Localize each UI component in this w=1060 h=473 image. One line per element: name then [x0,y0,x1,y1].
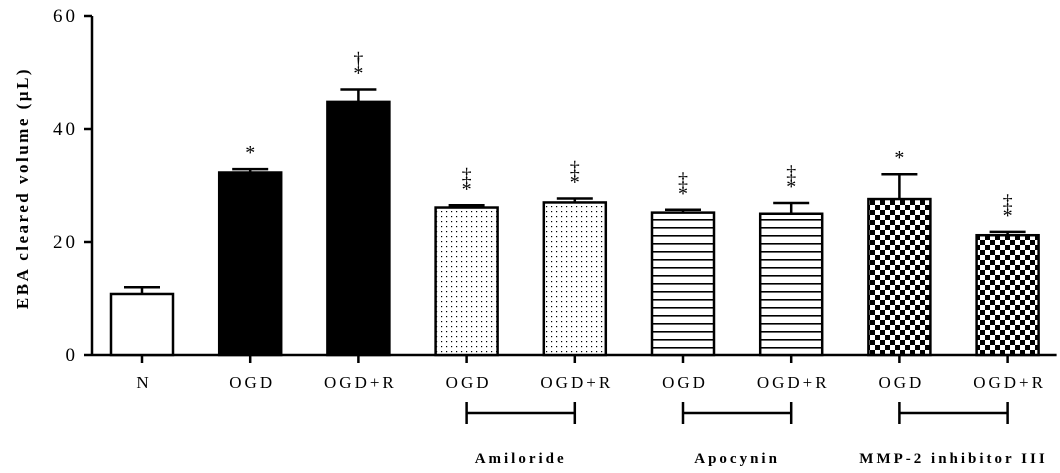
significance-marker: ‡ [570,157,580,179]
significance-marker: * [1003,205,1013,227]
bar [109,292,175,357]
bar [434,206,499,357]
significance-marker: * [786,176,796,198]
x-tick-label: OGD [662,373,708,392]
bar [326,100,391,357]
significance-marker: * [353,62,363,84]
y-tick-label: 60 [53,6,78,27]
significance-marker: * [245,142,255,164]
significance-marker: * [570,171,580,193]
group-label: Apocynin [694,451,780,467]
bar [975,233,1040,357]
significance-marker: ‡ [786,162,796,184]
significance-marker: ‡ [1003,191,1013,213]
y-tick-label: 40 [53,119,78,140]
y-axis-title: EBA cleared volume (µL) [13,67,32,309]
x-tick-label: OGD [446,373,492,392]
bar [650,211,716,357]
x-tick-label: OGD [878,373,924,392]
x-tick-label: OGD+R [757,373,830,392]
significance-marker: * [894,147,904,169]
bar [867,197,932,357]
x-tick-label: OGD+R [324,373,397,392]
bars [109,88,1040,357]
group-label: Amiloride [475,451,567,467]
significance-marker: * [678,183,688,205]
bar [217,171,283,357]
significance-marker: ‡ [678,169,688,191]
labels: N OGD*OGD+R*†OGD*‡OGD+R*‡OGD*‡OGD+R*‡OGD*… [136,48,1047,467]
x-tick-label: OGD [229,373,275,392]
significance-marker: * [462,178,472,200]
bar [542,201,608,357]
bar [758,212,824,357]
x-tick-label: N [136,373,151,392]
significance-marker: ‡ [462,164,472,186]
x-tick-label: OGD+R [540,373,613,392]
group-label: MMP-2 inhibitor III [859,451,1047,467]
x-tick-label: OGD+R [973,373,1046,392]
y-tick-label: 20 [53,232,78,253]
significance-marker: † [353,48,363,70]
y-tick-label: 0 [66,345,79,366]
